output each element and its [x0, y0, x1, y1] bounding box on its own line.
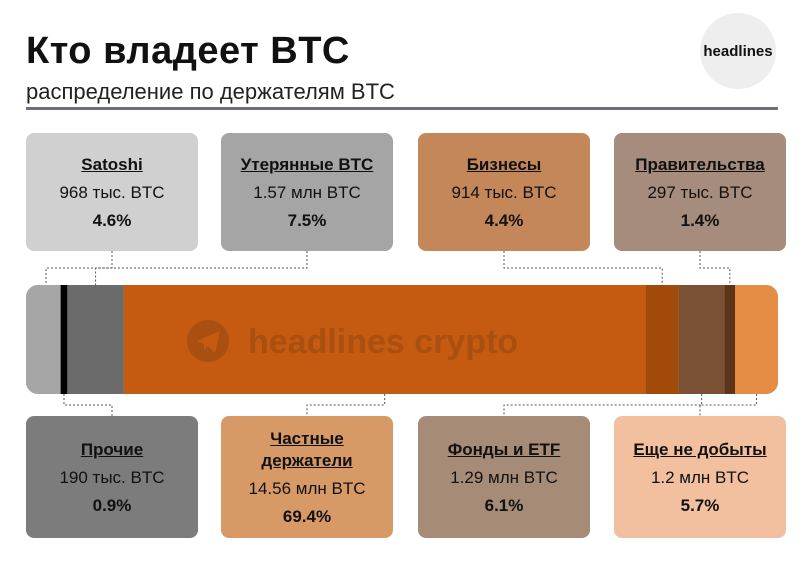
- bar-segment-private-holders: [123, 285, 646, 394]
- card-not-mined: Еще не добыты 1.2 млн BTC 5.7%: [614, 416, 786, 538]
- card-percent: 6.1%: [484, 495, 524, 515]
- card-satoshi: Satoshi 968 тыс. BTC 4.6%: [26, 133, 198, 251]
- card-percent: 0.9%: [92, 495, 132, 515]
- card-governments: Правительства 297 тыс. BTC 1.4%: [614, 133, 786, 251]
- bar-segment-businesses: [645, 285, 679, 394]
- watermark-text: headlines crypto: [248, 323, 518, 361]
- card-amount: 190 тыс. BTC: [59, 467, 165, 487]
- card-others: Прочие 190 тыс. BTC 0.9%: [26, 416, 198, 538]
- card-label: Частные держатели: [261, 428, 353, 470]
- card-percent: 5.7%: [680, 495, 720, 515]
- leader-line-others: [63, 394, 113, 416]
- card-amount: 1.29 млн BTC: [450, 467, 558, 487]
- card-businesses: Бизнесы 914 тыс. BTC 4.4%: [418, 133, 590, 251]
- bar-segment-edge-fill: [48, 285, 61, 394]
- card-percent: 4.4%: [484, 210, 524, 230]
- title-divider: [26, 107, 778, 110]
- card-amount: 1.57 млн BTC: [253, 182, 361, 202]
- leader-line-businesses: [503, 251, 663, 285]
- leader-line-not-mined: [699, 394, 758, 416]
- bar-segments: [26, 285, 778, 394]
- bar-segment-lost-btc: [67, 285, 124, 394]
- leader-line-governments: [699, 251, 731, 285]
- card-percent: 7.5%: [287, 210, 327, 230]
- card-private-holders: Частные держатели 14.56 млн BTC 69.4%: [221, 416, 393, 538]
- card-percent: 4.6%: [92, 210, 132, 230]
- leader-lines: [45, 251, 758, 416]
- bar-segment-governments: [724, 285, 736, 394]
- bar-segment-edge-fill: [735, 285, 748, 394]
- card-amount: 914 тыс. BTC: [451, 182, 557, 202]
- card-label: Бизнесы: [466, 154, 542, 174]
- card-amount: 297 тыс. BTC: [647, 182, 753, 202]
- card-label: Фонды и ETF: [447, 439, 561, 459]
- card-label: Утерянные BTC: [240, 154, 374, 174]
- leader-line-private-holders: [306, 394, 386, 416]
- card-label: Еще не добыты: [633, 439, 767, 459]
- card-percent: 69.4%: [282, 506, 332, 526]
- telegram-icon: [187, 320, 229, 362]
- card-label: Satoshi: [81, 154, 143, 174]
- card-funds-etf: Фонды и ETF 1.29 млн BTC 6.1%: [418, 416, 590, 538]
- card-label: Прочие: [80, 439, 144, 459]
- headlines-logo: headlines: [700, 13, 776, 89]
- card-amount: 14.56 млн BTC: [248, 478, 366, 498]
- leader-line-lost-btc: [95, 251, 308, 285]
- chart-title: Кто владеет BTC: [26, 30, 350, 72]
- bar-segment-funds-etf: [678, 285, 725, 394]
- card-percent: 1.4%: [680, 210, 720, 230]
- card-amount: 968 тыс. BTC: [59, 182, 165, 202]
- watermark: headlines crypto: [187, 320, 518, 362]
- telegram-plane-icon: [197, 331, 220, 353]
- leader-line-funds-etf: [503, 394, 703, 416]
- card-amount: 1.2 млн BTC: [650, 467, 750, 487]
- chart-subtitle: распределение по держателям BTC: [26, 79, 395, 104]
- leader-line-satoshi: [45, 251, 113, 285]
- bar-segment-others: [60, 285, 68, 394]
- card-label: Правительства: [635, 154, 765, 174]
- card-lost-btc: Утерянные BTC 1.57 млн BTC 7.5%: [221, 133, 393, 251]
